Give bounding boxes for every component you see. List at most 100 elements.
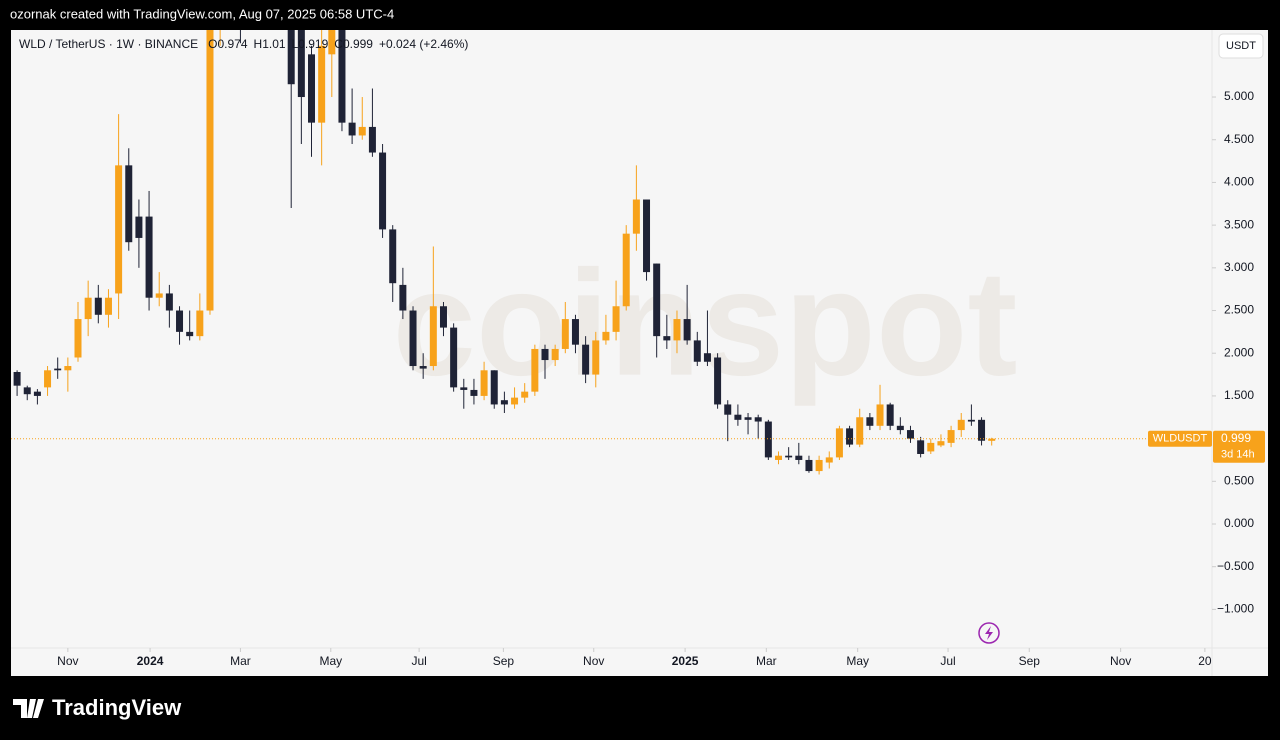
legend-value: 0.999 (343, 37, 373, 51)
candle-body (338, 30, 346, 123)
x-tick-label: Sep (493, 654, 515, 668)
x-tick-label: Jul (940, 654, 955, 668)
y-tick-label: 1.500 (1224, 388, 1254, 402)
candle-body (663, 336, 671, 341)
candle-body (866, 417, 874, 426)
candle-body (186, 331, 194, 337)
y-tick-label: 2.000 (1224, 345, 1254, 359)
candle-body (521, 391, 529, 398)
candle-body (947, 430, 955, 443)
candle-body (23, 387, 31, 395)
candle-body (490, 370, 498, 405)
y-tick-label: −1.000 (1217, 602, 1254, 616)
candle-body (399, 284, 407, 311)
candle-body (917, 440, 925, 454)
candle-body (632, 199, 640, 234)
candle-body (592, 340, 600, 375)
chart-title: WLD / TetherUS · 1W · BINANCE (19, 37, 198, 51)
x-tick-label: Nov (57, 654, 78, 668)
candle-body (724, 404, 732, 415)
candle-body (906, 430, 914, 439)
candle-body (54, 368, 62, 371)
symbol-tag (1148, 430, 1212, 447)
alert-icon[interactable] (978, 622, 1000, 644)
candle-body (460, 387, 468, 390)
chart-area (11, 30, 1268, 676)
candle-body (135, 216, 143, 238)
candle-body (856, 417, 864, 445)
candle-body (622, 233, 630, 307)
x-tick-label: Jul (411, 654, 426, 668)
price-tag (1213, 430, 1265, 463)
symbol-label: WLDUSDT (1153, 433, 1208, 445)
candle-body (358, 126, 366, 136)
candle-body (551, 348, 559, 361)
brand: TradingView (52, 695, 182, 720)
candle-body (389, 229, 397, 284)
candle-body (84, 297, 92, 320)
x-tick-label: Nov (1110, 654, 1131, 668)
candle-body (795, 455, 803, 460)
countdown: 3d 14h (1221, 449, 1255, 461)
legend-value: 0.974 (218, 37, 248, 51)
y-tick-label: −0.500 (1217, 559, 1254, 573)
candle-body (815, 459, 823, 472)
candle-body (531, 348, 539, 392)
candle-body (145, 216, 153, 298)
candle-body (673, 319, 681, 341)
candle-body (693, 340, 701, 362)
y-tick-label: 0.500 (1224, 473, 1254, 487)
candle-body (13, 372, 21, 386)
x-tick-label: May (846, 654, 869, 668)
y-tick-label: 5.000 (1224, 89, 1254, 103)
logo-icon (13, 699, 44, 718)
legend-prefix: C (334, 37, 343, 51)
candle-body (825, 457, 833, 463)
candle-body (967, 419, 975, 422)
candle-body (582, 344, 590, 375)
candle-body (612, 306, 620, 332)
candle-body (876, 404, 884, 426)
y-tick-label: 4.000 (1224, 175, 1254, 189)
candle-body (896, 425, 904, 431)
candle-body (957, 419, 965, 431)
candle-body (318, 45, 326, 123)
candle-body (176, 310, 184, 332)
candle-body (785, 455, 793, 458)
candle-body (44, 370, 52, 388)
x-tick-label: May (319, 654, 342, 668)
y-tick-label: 4.500 (1224, 132, 1254, 146)
logo: TradingView (13, 695, 182, 720)
legend-change: +0.024 (+2.46%) (379, 37, 468, 51)
candle-body (653, 263, 661, 337)
legend-prefix: L (292, 37, 299, 51)
candle-body (33, 391, 41, 396)
candle-body (328, 30, 336, 55)
legend-value: 1.01 (262, 37, 286, 51)
candle-body (805, 459, 813, 472)
candle-body (155, 293, 163, 298)
legend-prefix: O (208, 37, 217, 51)
candle-body (703, 353, 711, 362)
legend-prefix: H (254, 37, 263, 51)
x-tick-label: Mar (756, 654, 777, 668)
candle-body (643, 199, 651, 273)
y-tick-label: 2.500 (1224, 303, 1254, 317)
candle-body (764, 421, 772, 458)
candle-body (125, 165, 133, 243)
legend-value: 0.919 (298, 37, 328, 51)
candle-body (734, 414, 742, 420)
candle-body (429, 306, 437, 367)
candle-body (64, 366, 72, 371)
currency-button[interactable] (1218, 33, 1264, 59)
currency: USDT (1226, 40, 1256, 52)
candle-body (937, 441, 945, 446)
candle-body (196, 310, 204, 337)
candle-body (988, 438, 996, 441)
candle-body (419, 366, 427, 369)
candle-body (541, 348, 549, 361)
x-tick-label: 2024 (137, 654, 164, 668)
candle-body (927, 442, 935, 452)
